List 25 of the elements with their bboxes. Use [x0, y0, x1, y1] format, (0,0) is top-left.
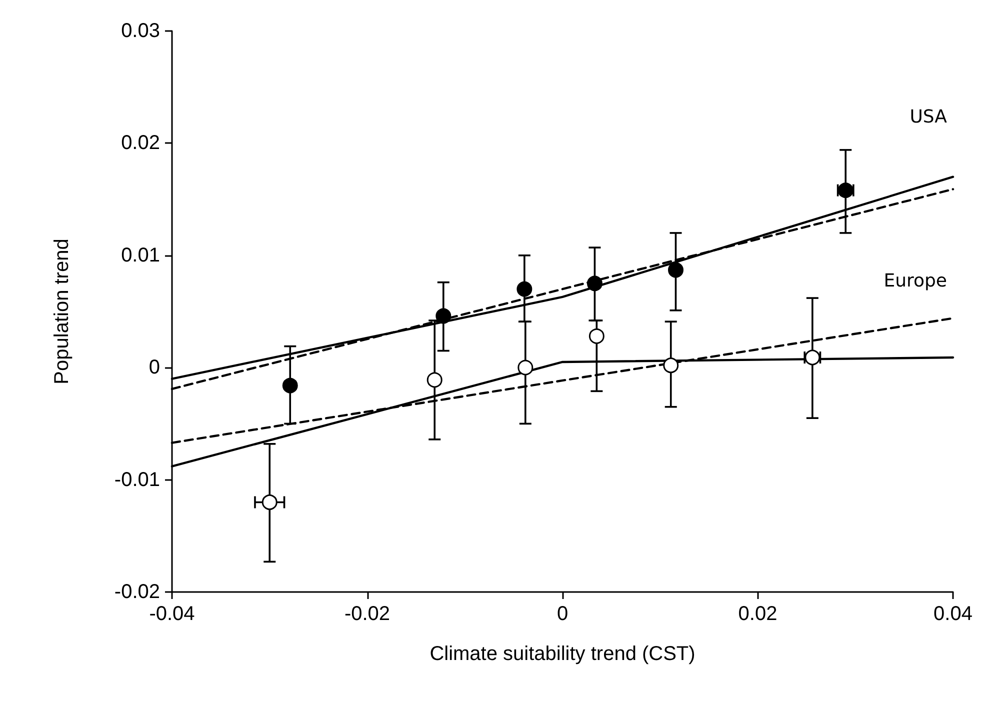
point	[586, 276, 602, 292]
x-tick-label: 0	[556, 603, 568, 625]
point	[262, 494, 278, 510]
point	[426, 372, 442, 388]
annotation: USA	[910, 106, 948, 128]
point	[436, 308, 452, 324]
x-axis-title: Climate suitability trend (CST)	[430, 643, 696, 665]
y-tick-label: 0.02	[121, 132, 160, 154]
point	[282, 378, 298, 394]
point	[516, 281, 532, 297]
y-tick-label: 0.03	[121, 20, 160, 42]
y-tick-label: 0	[148, 356, 160, 379]
y-tick-label: -0.02	[114, 581, 160, 603]
point	[588, 328, 604, 344]
y-tick-label: 0.01	[121, 244, 160, 266]
point	[663, 358, 679, 374]
y-tick-label: -0.01	[114, 468, 160, 491]
y-axis-title: Population trend	[51, 238, 73, 384]
x-tick-label: -0.02	[344, 603, 390, 625]
annotation: Europe	[884, 270, 948, 292]
x-tick-label: 0.04	[934, 603, 972, 625]
point	[518, 360, 534, 376]
x-tick-label: -0.04	[149, 603, 195, 625]
point	[668, 262, 684, 278]
x-tick-label: 0.02	[738, 603, 778, 625]
